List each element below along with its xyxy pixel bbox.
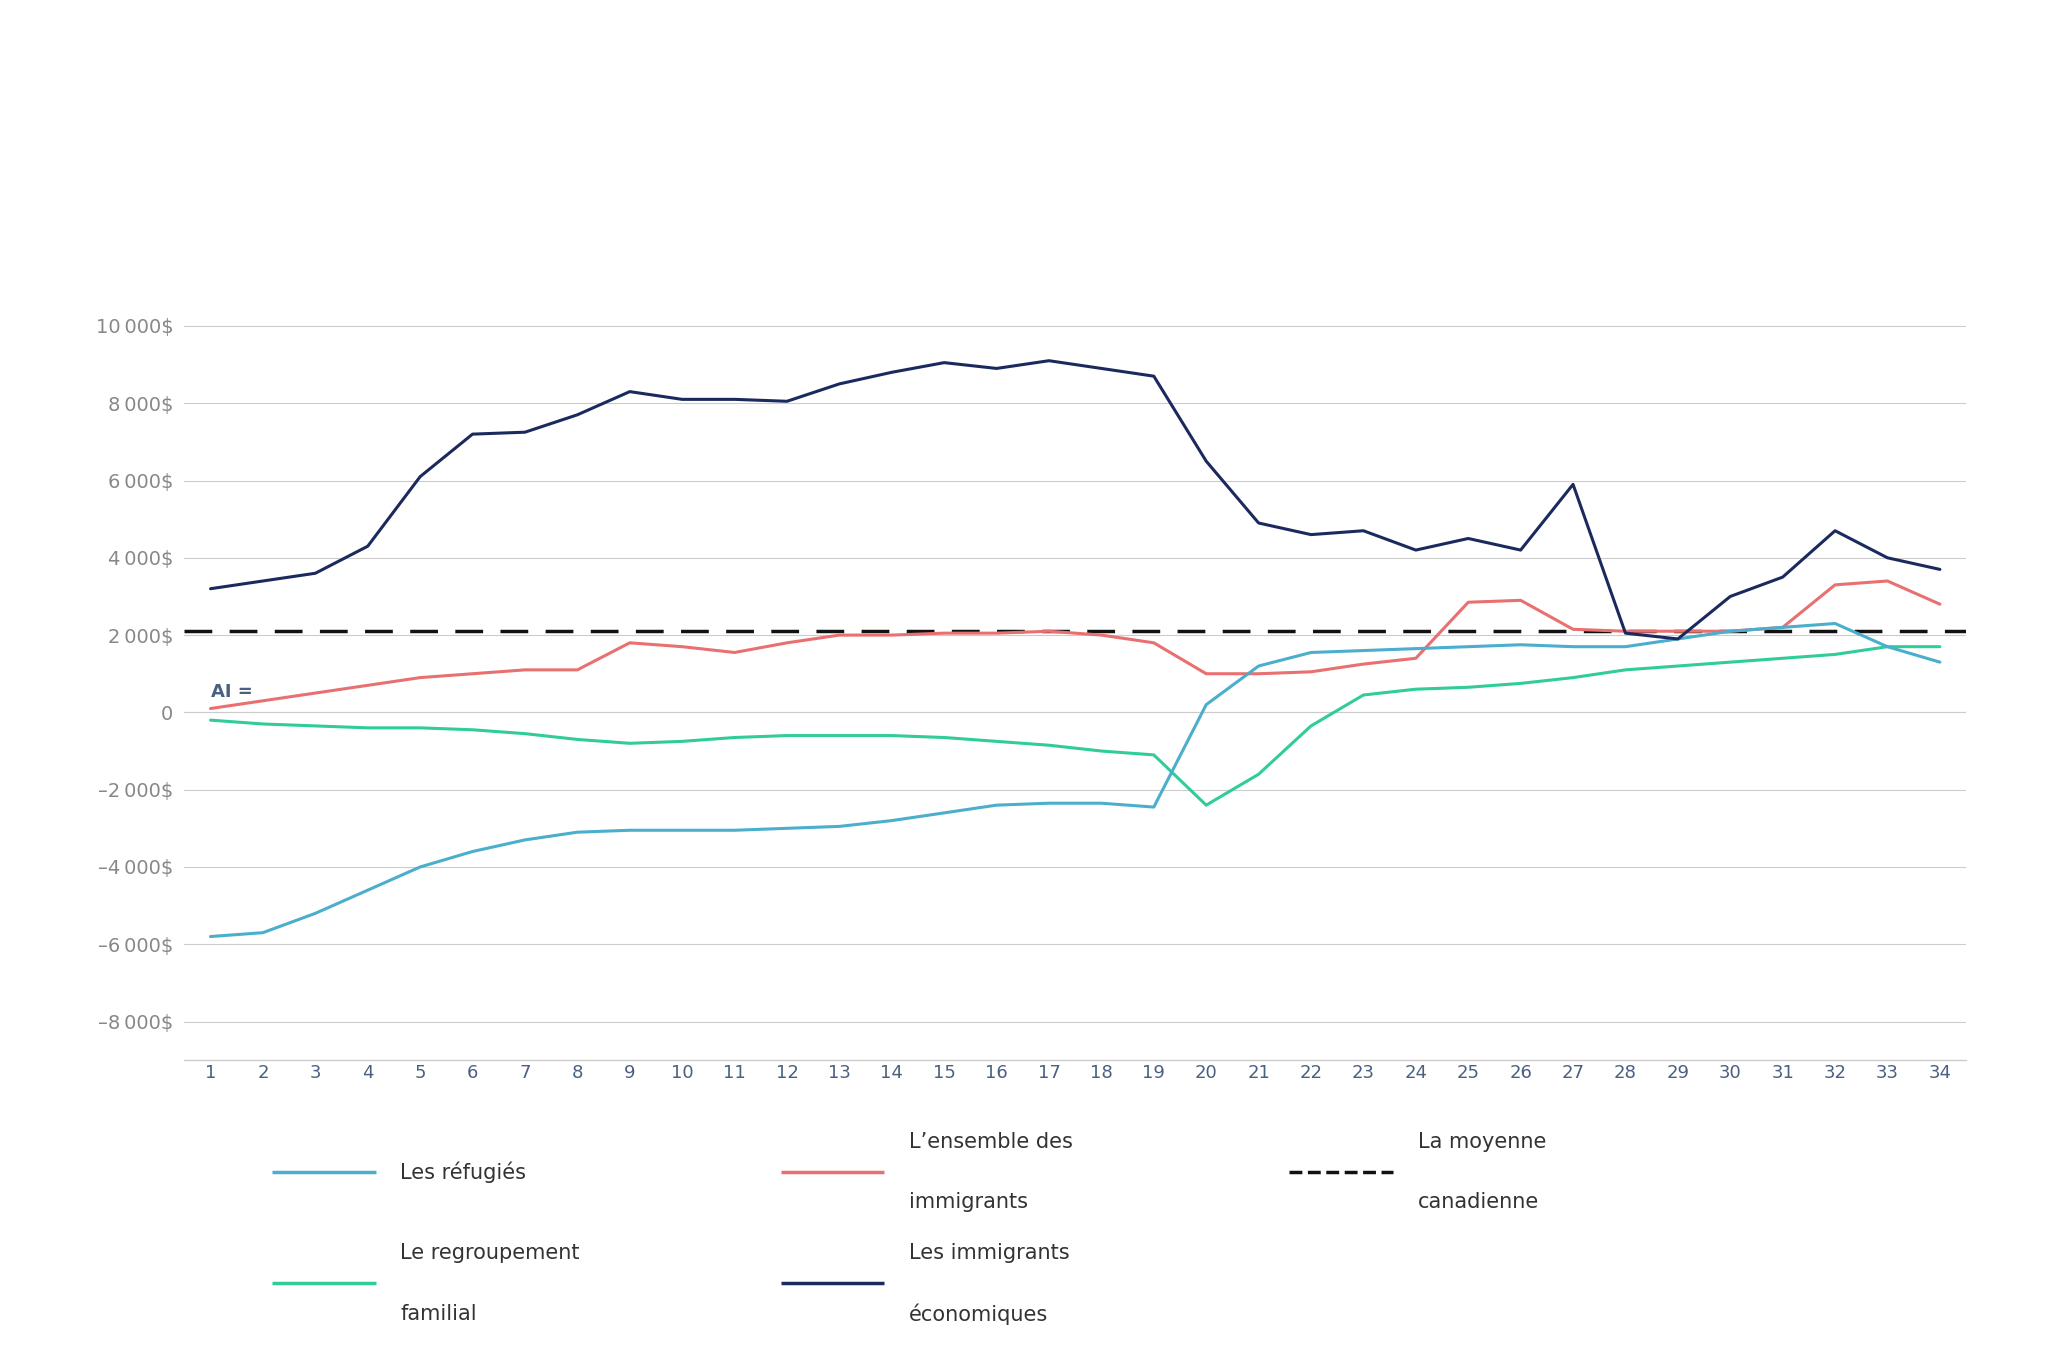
Text: familial: familial <box>399 1304 477 1324</box>
Text: La moyenne: La moyenne <box>1417 1131 1546 1152</box>
Text: MOYENNE DE L’IMPÔT SUR LE REVENU NET VERSÉ (2014$) PAR CATÉGORIE: MOYENNE DE L’IMPÔT SUR LE REVENU NET VER… <box>473 101 1575 130</box>
Text: Les réfugiés: Les réfugiés <box>399 1161 526 1183</box>
Text: L’ensemble des: L’ensemble des <box>909 1131 1073 1152</box>
Text: Les immigrants: Les immigrants <box>909 1244 1069 1263</box>
Text: AI =: AI = <box>211 683 258 700</box>
Text: canadienne: canadienne <box>1417 1193 1538 1212</box>
Text: Le regroupement: Le regroupement <box>399 1244 580 1263</box>
Text: D’IMMIGRATION ET D’ANNÉE D’INTÉGRATION (AI), ANNÉE FISCALE 2014: D’IMMIGRATION ET D’ANNÉE D’INTÉGRATION (… <box>494 192 1554 220</box>
Text: économiques: économiques <box>909 1304 1049 1326</box>
Text: immigrants: immigrants <box>909 1193 1028 1212</box>
